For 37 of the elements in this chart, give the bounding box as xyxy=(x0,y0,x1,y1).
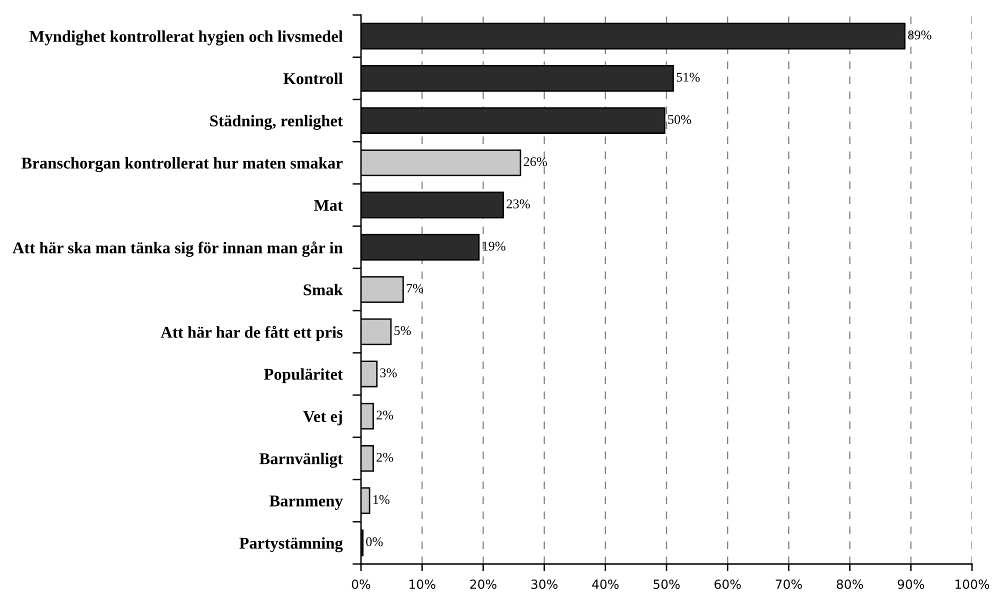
y-tick-label: Smak xyxy=(304,284,343,296)
data-label: 1% xyxy=(373,495,390,504)
y-tick-label: Mat xyxy=(314,200,343,211)
y-tick-label: Vet ej xyxy=(303,410,342,426)
x-tick-label: 90% xyxy=(898,580,924,589)
data-label: 19% xyxy=(482,242,506,251)
y-tick-label: Barnvänligt xyxy=(259,452,343,468)
x-tick-label: 70% xyxy=(776,580,802,589)
data-label: 50% xyxy=(668,114,692,124)
data-label: 26% xyxy=(524,157,547,166)
data-label: 5% xyxy=(394,326,411,336)
data-label: 51% xyxy=(676,72,700,82)
y-tick-label: Partystämning xyxy=(239,537,343,552)
x-tick-label: 80% xyxy=(836,580,863,589)
y-tick-label: Att här ska man tänka sig för innan man går in xyxy=(12,241,343,257)
y-tick-label: Barnmeny xyxy=(269,496,343,510)
data-label: 3% xyxy=(380,368,397,378)
x-tick-label: 40% xyxy=(592,580,619,589)
data-label: 2% xyxy=(376,410,394,420)
y-tick-label: Myndighet kontrollerat hygien och livsmedel xyxy=(29,30,343,46)
data-label: 7% xyxy=(406,284,424,293)
x-tick-label: 60% xyxy=(714,580,741,589)
x-tick-label: 100% xyxy=(956,580,990,589)
y-tick-label: Städning, renlighet xyxy=(210,114,343,130)
y-tick-label: Populäritet xyxy=(264,368,343,384)
data-label: 0% xyxy=(366,537,383,546)
data-label: 89% xyxy=(908,30,932,40)
x-tick-label: 0% xyxy=(352,580,370,589)
y-tick-label: Att här har de fått ett pris xyxy=(160,326,343,342)
x-tick-label: 20% xyxy=(470,580,496,589)
y-tick-label: Branschorgan kontrollerat hur maten smakar xyxy=(21,157,343,172)
x-tick-label: 50% xyxy=(654,580,680,589)
data-label: 2% xyxy=(376,452,394,462)
y-tick-label: Kontroll xyxy=(283,72,343,84)
x-tick-label: 30% xyxy=(531,580,558,589)
data-label: 23% xyxy=(506,199,530,208)
x-tick-label: 10% xyxy=(410,580,436,589)
